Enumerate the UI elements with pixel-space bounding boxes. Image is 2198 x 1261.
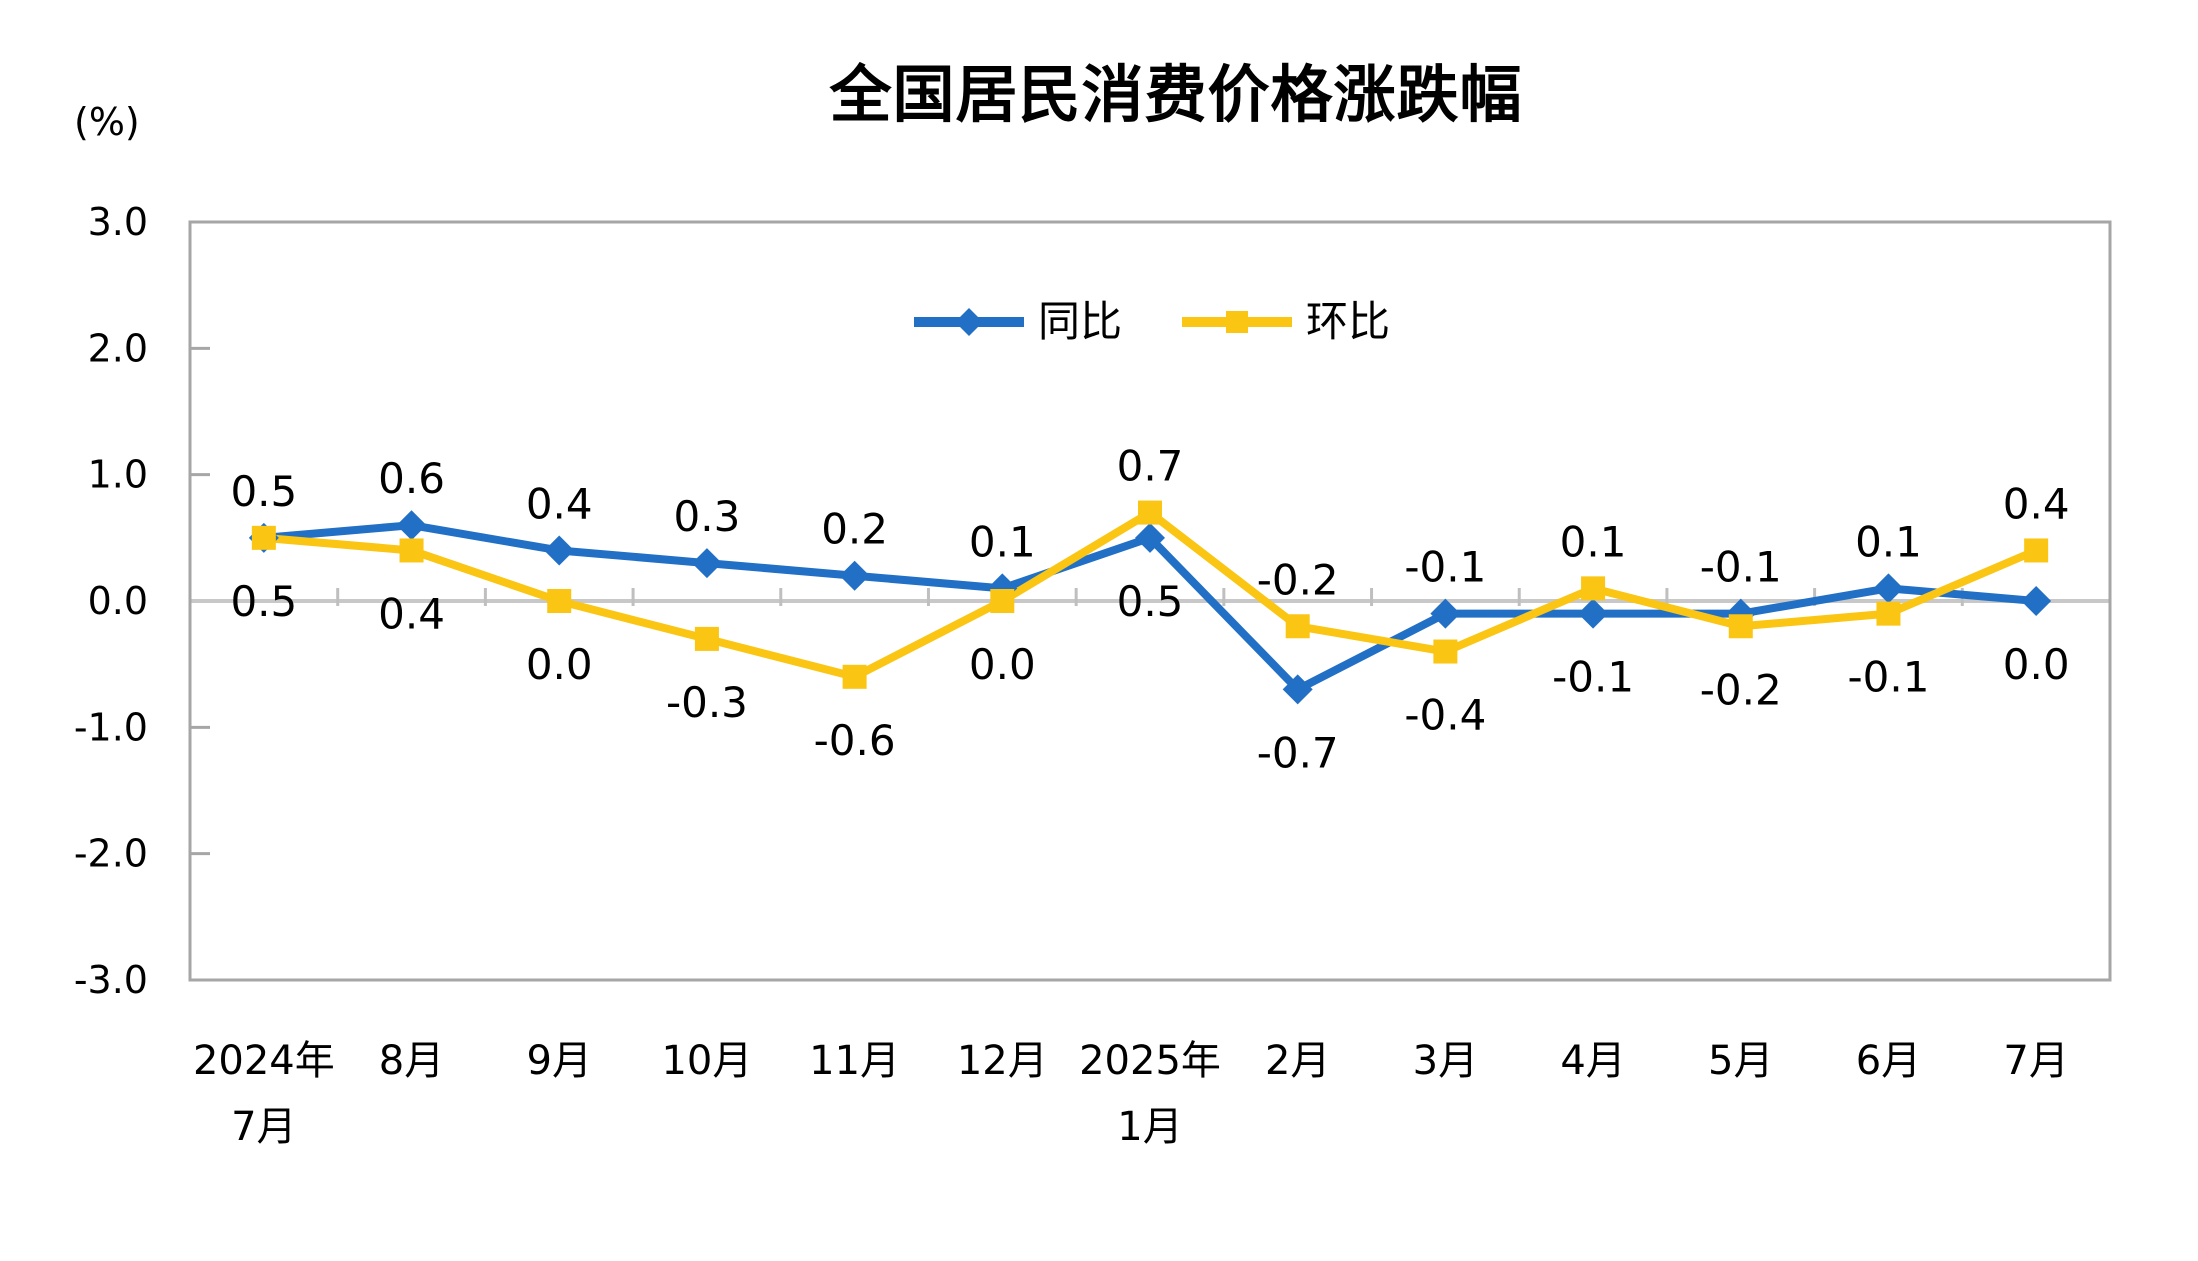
y-axis-tick-label: 1.0 [88,453,148,497]
square-marker [1728,614,1753,639]
legend-label-yoy: 同比 [1037,297,1122,346]
legend-swatch-diamond [954,308,983,336]
diamond-marker [544,535,575,566]
x-axis-category-label: 2月 [1265,1038,1330,1084]
mom-line-square-swatch [1182,311,1292,333]
yoy-line-diamond-swatch [913,308,1024,336]
data-label-环比: -0.2 [1257,555,1339,604]
data-label-环比: -0.4 [1404,691,1486,740]
diamond-marker [839,560,870,591]
data-label-环比: 0.5 [230,577,297,626]
square-marker [694,626,719,651]
y-axis-tick-label: -2.0 [74,832,148,876]
x-axis-category-label: 2025年 1月 [1079,1038,1221,1150]
square-marker [1433,639,1458,664]
square-marker [399,538,424,563]
data-label-环比: -0.1 [1847,653,1929,702]
y-axis-tick-label: -1.0 [74,705,148,749]
square-marker [1581,576,1606,601]
legend-item-mom: 环比 [1178,300,1390,344]
data-label-同比: 0.2 [821,505,888,554]
x-axis-category-label: 5月 [1708,1038,1773,1084]
x-axis-category-label: 3月 [1413,1038,1478,1084]
diamond-marker [1873,573,1904,604]
data-label-同比: 0.3 [674,492,741,541]
x-axis-category-label: 11月 [809,1038,900,1084]
x-axis-category-label: 9月 [527,1038,592,1084]
x-axis-category-label: 2024年 7月 [193,1038,335,1150]
chart-title: 全国居民消费价格涨跌幅 [829,58,1523,131]
square-marker [842,664,867,689]
square-marker [2024,538,2049,563]
data-label-环比: 0.7 [1117,442,1184,491]
y-axis-tick-label: 2.0 [88,326,148,370]
diamond-marker [1578,598,1609,629]
x-axis-category-label: 8月 [379,1038,444,1084]
data-label-同比: 0.1 [1855,517,1922,566]
square-marker [990,589,1015,613]
square-marker [1138,500,1162,525]
square-marker [1876,601,1901,626]
data-label-同比: -0.1 [1404,543,1486,592]
data-label-同比: -0.7 [1257,728,1339,777]
x-axis-category-label: 7月 [2003,1038,2068,1084]
x-axis-category-label: 12月 [957,1038,1048,1084]
diamond-marker [2021,586,2052,616]
square-marker [1285,614,1310,639]
data-label-环比: 0.4 [2003,479,2070,528]
legend-swatch-square [1226,311,1248,333]
data-label-同比: 0.5 [230,467,297,516]
data-label-同比: 0.4 [526,479,593,528]
data-label-环比: 0.0 [526,640,593,689]
legend-label-mom: 环比 [1306,297,1391,346]
data-label-环比: -0.3 [666,678,748,727]
x-axis-category-label: 6月 [1856,1038,1921,1084]
square-marker [547,589,572,613]
legend: 同比 环比 [190,300,2110,344]
diamond-marker [1135,522,1165,553]
data-label-同比: 0.0 [2003,640,2070,689]
diamond-marker [1282,674,1313,705]
x-axis-category-label: 4月 [1560,1038,1625,1084]
data-label-同比: 0.6 [378,454,445,503]
square-marker [251,525,276,550]
data-label-同比: 0.1 [969,517,1036,566]
data-label-环比: 0.4 [378,589,445,638]
y-axis-unit-label: (%) [74,100,140,144]
data-label-环比: -0.6 [814,716,896,765]
data-label-环比: -0.2 [1700,665,1782,714]
data-label-同比: 0.5 [1117,577,1184,626]
data-label-同比: -0.1 [1700,543,1782,592]
data-label-环比: 0.1 [1560,517,1627,566]
x-axis-category-label: 10月 [661,1038,752,1084]
plot-border [188,220,2112,982]
diamond-marker [1430,598,1461,629]
legend-item-yoy: 同比 [910,300,1122,344]
diamond-marker [396,510,427,541]
diamond-marker [691,548,722,579]
y-axis-tick-label: -3.0 [74,958,148,1002]
data-label-环比: 0.0 [969,640,1036,689]
y-axis-tick-label: 3.0 [88,200,148,244]
data-label-同比: -0.1 [1552,653,1634,702]
y-axis-tick-label: 0.0 [88,579,148,623]
